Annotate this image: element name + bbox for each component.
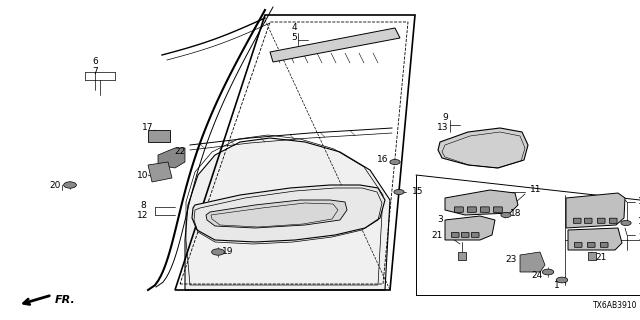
FancyBboxPatch shape (600, 243, 608, 247)
Polygon shape (438, 128, 528, 168)
Text: 18: 18 (638, 218, 640, 227)
Text: 21: 21 (595, 253, 606, 262)
FancyBboxPatch shape (584, 218, 592, 223)
FancyBboxPatch shape (574, 243, 582, 247)
FancyBboxPatch shape (467, 207, 476, 212)
FancyBboxPatch shape (451, 233, 459, 237)
Text: 23: 23 (506, 255, 517, 265)
Text: 5: 5 (291, 34, 297, 43)
Circle shape (63, 182, 76, 188)
Text: 8: 8 (140, 201, 146, 210)
Text: 3: 3 (437, 215, 443, 225)
Text: 24: 24 (532, 270, 543, 279)
FancyBboxPatch shape (471, 233, 479, 237)
Text: 19: 19 (222, 247, 234, 257)
Text: 1: 1 (554, 281, 560, 290)
Text: 17: 17 (142, 124, 154, 132)
FancyBboxPatch shape (461, 233, 469, 237)
Text: 13: 13 (436, 124, 448, 132)
Text: 22: 22 (174, 148, 186, 156)
FancyBboxPatch shape (481, 207, 490, 212)
Text: 7: 7 (92, 68, 98, 76)
Text: 15: 15 (412, 188, 424, 196)
Text: 21: 21 (431, 230, 443, 239)
FancyBboxPatch shape (609, 218, 617, 223)
FancyBboxPatch shape (597, 218, 605, 223)
FancyBboxPatch shape (588, 243, 595, 247)
Text: 4: 4 (291, 23, 297, 33)
Circle shape (501, 212, 511, 218)
Polygon shape (445, 216, 495, 240)
Circle shape (621, 220, 631, 226)
Polygon shape (148, 162, 172, 182)
Polygon shape (568, 228, 622, 250)
Text: 20: 20 (49, 180, 61, 189)
Polygon shape (566, 193, 625, 228)
Text: 6: 6 (92, 58, 98, 67)
Text: 18: 18 (510, 209, 522, 218)
Text: TX6AB3910: TX6AB3910 (593, 301, 637, 310)
Text: 11: 11 (530, 186, 541, 195)
Text: 12: 12 (138, 211, 148, 220)
Circle shape (390, 159, 400, 164)
Polygon shape (185, 138, 390, 290)
Polygon shape (445, 190, 518, 215)
FancyBboxPatch shape (573, 218, 581, 223)
FancyBboxPatch shape (148, 130, 170, 142)
FancyBboxPatch shape (454, 207, 463, 212)
Text: 10: 10 (137, 171, 148, 180)
Polygon shape (458, 252, 466, 260)
Polygon shape (158, 148, 185, 168)
Text: 9: 9 (442, 114, 448, 123)
Polygon shape (206, 200, 347, 228)
Text: 16: 16 (376, 156, 388, 164)
FancyBboxPatch shape (493, 207, 502, 212)
Circle shape (394, 189, 404, 195)
Circle shape (542, 269, 554, 275)
Circle shape (556, 277, 568, 283)
Polygon shape (192, 185, 385, 242)
Text: 2: 2 (638, 234, 640, 243)
Polygon shape (520, 252, 545, 272)
Text: 14: 14 (638, 197, 640, 206)
Text: FR.: FR. (55, 295, 76, 305)
Circle shape (212, 249, 225, 255)
Polygon shape (270, 28, 400, 62)
Polygon shape (588, 252, 596, 260)
